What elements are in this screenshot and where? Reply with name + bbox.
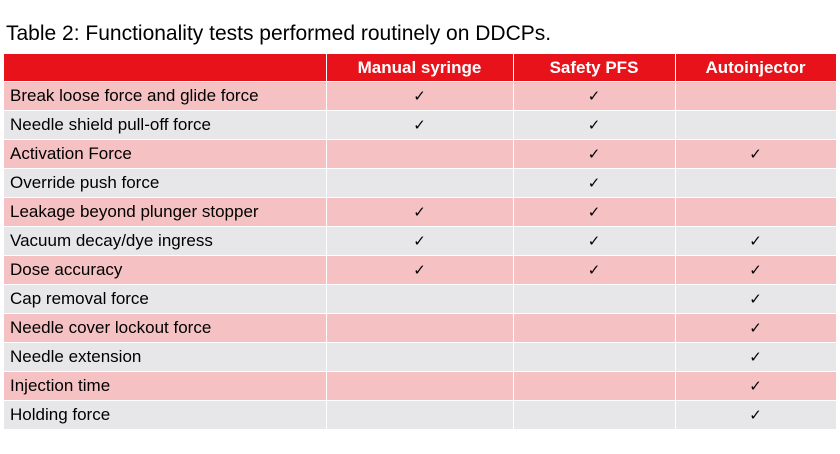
check-cell-safety-pfs: [513, 284, 676, 314]
check-cell-safety-pfs: ✓: [513, 139, 676, 169]
check-cell-manual-syringe: [326, 139, 514, 169]
header-cell-test: [4, 54, 327, 82]
checkmark-icon: ✓: [413, 261, 426, 279]
check-cell-safety-pfs: ✓: [513, 226, 676, 256]
header-cell-safety-pfs: Safety PFS: [513, 54, 676, 82]
checkmark-icon: ✓: [749, 145, 762, 163]
check-cell-manual-syringe: [326, 400, 514, 430]
check-cell-autoinjector: [675, 81, 837, 111]
header-cell-autoinjector: Autoinjector: [675, 54, 837, 82]
check-cell-autoinjector: [675, 168, 837, 198]
check-cell-safety-pfs: ✓: [513, 110, 676, 140]
checkmark-icon: ✓: [587, 174, 601, 192]
check-cell-safety-pfs: ✓: [513, 197, 676, 227]
checkmark-icon: ✓: [413, 232, 426, 250]
check-cell-manual-syringe: [326, 371, 514, 401]
checkmark-icon: ✓: [749, 319, 762, 337]
test-name-cell: Activation Force: [4, 139, 327, 169]
checkmark-icon: ✓: [749, 406, 762, 424]
check-cell-manual-syringe: [326, 313, 514, 343]
check-cell-autoinjector: ✓: [675, 400, 837, 430]
checkmark-icon: ✓: [587, 116, 601, 134]
checkmark-icon: ✓: [749, 261, 762, 279]
test-name-cell: Dose accuracy: [4, 255, 327, 285]
table-row: Needle cover lockout force ✓: [4, 313, 837, 343]
table-row: Override push force ✓: [4, 168, 837, 198]
test-name-cell: Cap removal force: [4, 284, 327, 314]
test-name-cell: Needle shield pull-off force: [4, 110, 327, 140]
check-cell-safety-pfs: ✓: [513, 81, 676, 111]
check-cell-autoinjector: [675, 197, 837, 227]
table-body: Break loose force and glide force ✓ ✓ Needl…: [4, 81, 837, 430]
table-row: Leakage beyond plunger stopper ✓ ✓: [4, 197, 837, 227]
test-name-cell: Override push force: [4, 168, 327, 198]
checkmark-icon: ✓: [587, 232, 601, 250]
check-cell-safety-pfs: [513, 400, 676, 430]
table-row: Cap removal force ✓: [4, 284, 837, 314]
check-cell-manual-syringe: ✓: [326, 81, 514, 111]
check-cell-safety-pfs: [513, 313, 676, 343]
table-caption: Table 2: Functionality tests performed r…: [6, 22, 552, 45]
check-cell-autoinjector: ✓: [675, 371, 837, 401]
checkmark-icon: ✓: [587, 261, 601, 279]
test-name-cell: Needle extension: [4, 342, 327, 372]
check-cell-autoinjector: ✓: [675, 284, 837, 314]
table-row: Needle shield pull-off force ✓ ✓: [4, 110, 837, 140]
check-cell-manual-syringe: ✓: [326, 226, 514, 256]
checkmark-icon: ✓: [587, 87, 601, 105]
check-cell-safety-pfs: [513, 371, 676, 401]
table-header: Manual syringe Safety PFS Autoinjector: [4, 54, 837, 82]
check-cell-autoinjector: ✓: [675, 313, 837, 343]
check-cell-safety-pfs: ✓: [513, 168, 676, 198]
check-cell-manual-syringe: ✓: [326, 197, 514, 227]
check-cell-autoinjector: ✓: [675, 255, 837, 285]
checkmark-icon: ✓: [749, 348, 762, 366]
table-row: Activation Force ✓ ✓: [4, 139, 837, 169]
test-name-cell: Holding force: [4, 400, 327, 430]
check-cell-autoinjector: ✓: [675, 226, 837, 256]
check-cell-manual-syringe: [326, 284, 514, 314]
check-cell-autoinjector: ✓: [675, 342, 837, 372]
table-row: Break loose force and glide force ✓ ✓: [4, 81, 837, 111]
check-cell-safety-pfs: ✓: [513, 255, 676, 285]
checkmark-icon: ✓: [587, 145, 601, 163]
table-row: Injection time ✓: [4, 371, 837, 401]
header-row: Manual syringe Safety PFS Autoinjector: [4, 54, 837, 82]
checkmark-icon: ✓: [413, 203, 426, 221]
check-cell-autoinjector: ✓: [675, 139, 837, 169]
table-row: Dose accuracy ✓ ✓ ✓: [4, 255, 837, 285]
header-cell-manual-syringe: Manual syringe: [326, 54, 514, 82]
test-name-cell: Leakage beyond plunger stopper: [4, 197, 327, 227]
checkmark-icon: ✓: [413, 116, 426, 134]
checkmark-icon: ✓: [413, 87, 426, 105]
test-name-cell: Needle cover lockout force: [4, 313, 327, 343]
test-name-cell: Break loose force and glide force: [4, 81, 327, 111]
table-row: Needle extension ✓: [4, 342, 837, 372]
check-cell-manual-syringe: [326, 168, 514, 198]
test-name-cell: Vacuum decay/dye ingress: [4, 226, 327, 256]
check-cell-safety-pfs: [513, 342, 676, 372]
functionality-tests-table: Manual syringe Safety PFS Autoinjector B…: [4, 54, 837, 430]
checkmark-icon: ✓: [749, 290, 762, 308]
check-cell-manual-syringe: [326, 342, 514, 372]
checkmark-icon: ✓: [749, 232, 762, 250]
table-row: Vacuum decay/dye ingress ✓ ✓ ✓: [4, 226, 837, 256]
check-cell-autoinjector: [675, 110, 837, 140]
checkmark-icon: ✓: [587, 203, 601, 221]
table-row: Holding force ✓: [4, 400, 837, 430]
check-cell-manual-syringe: ✓: [326, 110, 514, 140]
check-cell-manual-syringe: ✓: [326, 255, 514, 285]
checkmark-icon: ✓: [749, 377, 762, 395]
test-name-cell: Injection time: [4, 371, 327, 401]
